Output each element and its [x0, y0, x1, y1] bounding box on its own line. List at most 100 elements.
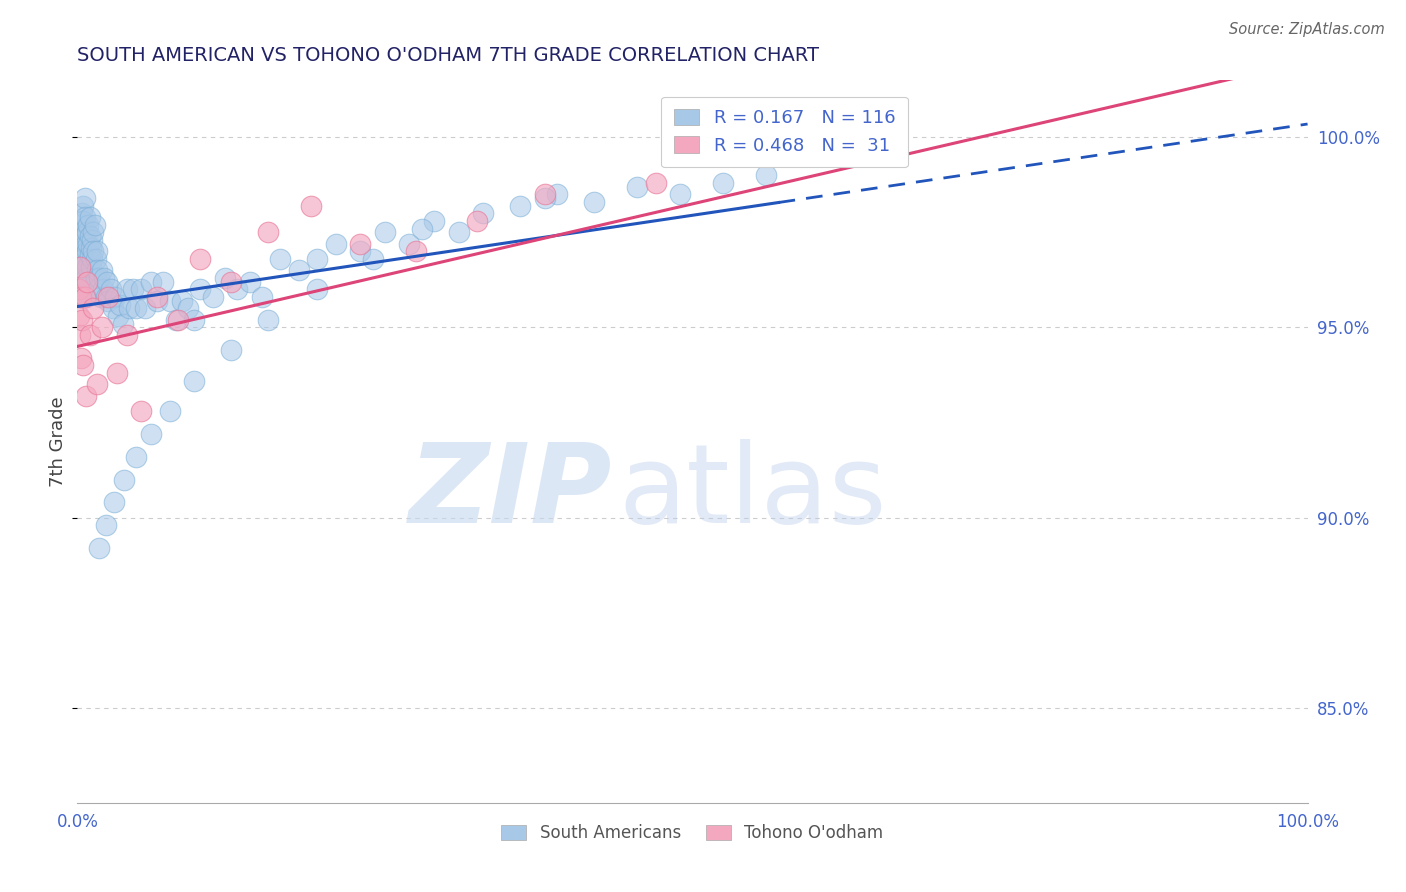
Point [110, 298, 132, 312]
Point [70, 244, 93, 259]
Point [76, 226, 98, 240]
Legend: South Americans, Tohono O'odham: South Americans, Tohono O'odham [495, 817, 890, 848]
Point [405, 244, 427, 259]
Point [83, 218, 105, 232]
Point [804, 137, 827, 152]
Point [201, 290, 224, 304]
Point [146, 293, 169, 308]
Point [349, 236, 371, 251]
Point [125, 301, 148, 316]
Point [125, 450, 148, 464]
Point [90, 290, 112, 304]
Point [69, 244, 91, 259]
Point [104, 290, 127, 304]
Point [534, 191, 557, 205]
Point [76, 244, 98, 259]
Point [159, 293, 181, 308]
Point [75, 256, 97, 270]
Point [183, 313, 205, 327]
Point [269, 252, 291, 266]
Point [80, 241, 103, 255]
Point [755, 169, 778, 183]
Point [70, 275, 93, 289]
Point [214, 271, 236, 285]
Point [219, 275, 242, 289]
Point [73, 229, 96, 244]
Point [70, 290, 93, 304]
Point [534, 187, 557, 202]
Point [134, 301, 156, 316]
Point [97, 293, 120, 308]
Point [177, 301, 200, 316]
Point [105, 366, 128, 380]
Point [307, 282, 329, 296]
Text: ZIP: ZIP [409, 439, 613, 546]
Point [75, 236, 97, 251]
Point [398, 236, 420, 251]
Point [69, 328, 91, 343]
Point [84, 252, 107, 266]
Point [152, 275, 174, 289]
Point [75, 290, 97, 304]
Point [111, 317, 134, 331]
Point [69, 260, 91, 274]
Point [257, 226, 280, 240]
Point [94, 518, 117, 533]
Point [472, 206, 495, 220]
Point [219, 343, 242, 358]
Point [325, 236, 347, 251]
Point [70, 351, 93, 365]
Text: SOUTH AMERICAN VS TOHONO O'ODHAM 7TH GRADE CORRELATION CHART: SOUTH AMERICAN VS TOHONO O'ODHAM 7TH GRA… [77, 45, 820, 65]
Point [86, 377, 108, 392]
Point [70, 226, 93, 240]
Point [73, 210, 96, 224]
Point [93, 271, 115, 285]
Point [94, 290, 117, 304]
Point [82, 233, 104, 247]
Y-axis label: 7th Grade: 7th Grade [49, 396, 67, 487]
Point [96, 275, 118, 289]
Point [72, 252, 94, 266]
Point [75, 271, 97, 285]
Text: Source: ZipAtlas.com: Source: ZipAtlas.com [1229, 22, 1385, 37]
Point [82, 226, 104, 240]
Point [141, 426, 163, 441]
Point [447, 226, 470, 240]
Point [72, 214, 94, 228]
Point [146, 290, 169, 304]
Point [141, 275, 163, 289]
Point [70, 214, 93, 228]
Point [626, 179, 648, 194]
Point [170, 293, 193, 308]
Point [84, 271, 107, 285]
Point [546, 187, 568, 202]
Point [239, 275, 262, 289]
Point [77, 236, 100, 251]
Point [90, 263, 114, 277]
Point [77, 218, 100, 232]
Point [583, 194, 606, 209]
Point [307, 252, 329, 266]
Point [165, 313, 187, 327]
Point [288, 263, 311, 277]
Point [79, 210, 101, 224]
Point [70, 290, 93, 304]
Point [82, 244, 104, 259]
Point [91, 282, 114, 296]
Point [70, 260, 93, 274]
Point [509, 199, 531, 213]
Point [107, 309, 129, 323]
Point [226, 282, 249, 296]
Point [423, 214, 446, 228]
Point [72, 233, 94, 247]
Point [257, 313, 280, 327]
Point [69, 226, 91, 240]
Point [80, 260, 103, 274]
Point [86, 244, 108, 259]
Point [70, 260, 93, 274]
Point [115, 328, 138, 343]
Point [374, 226, 396, 240]
Point [69, 275, 91, 289]
Point [67, 282, 90, 296]
Point [73, 290, 96, 304]
